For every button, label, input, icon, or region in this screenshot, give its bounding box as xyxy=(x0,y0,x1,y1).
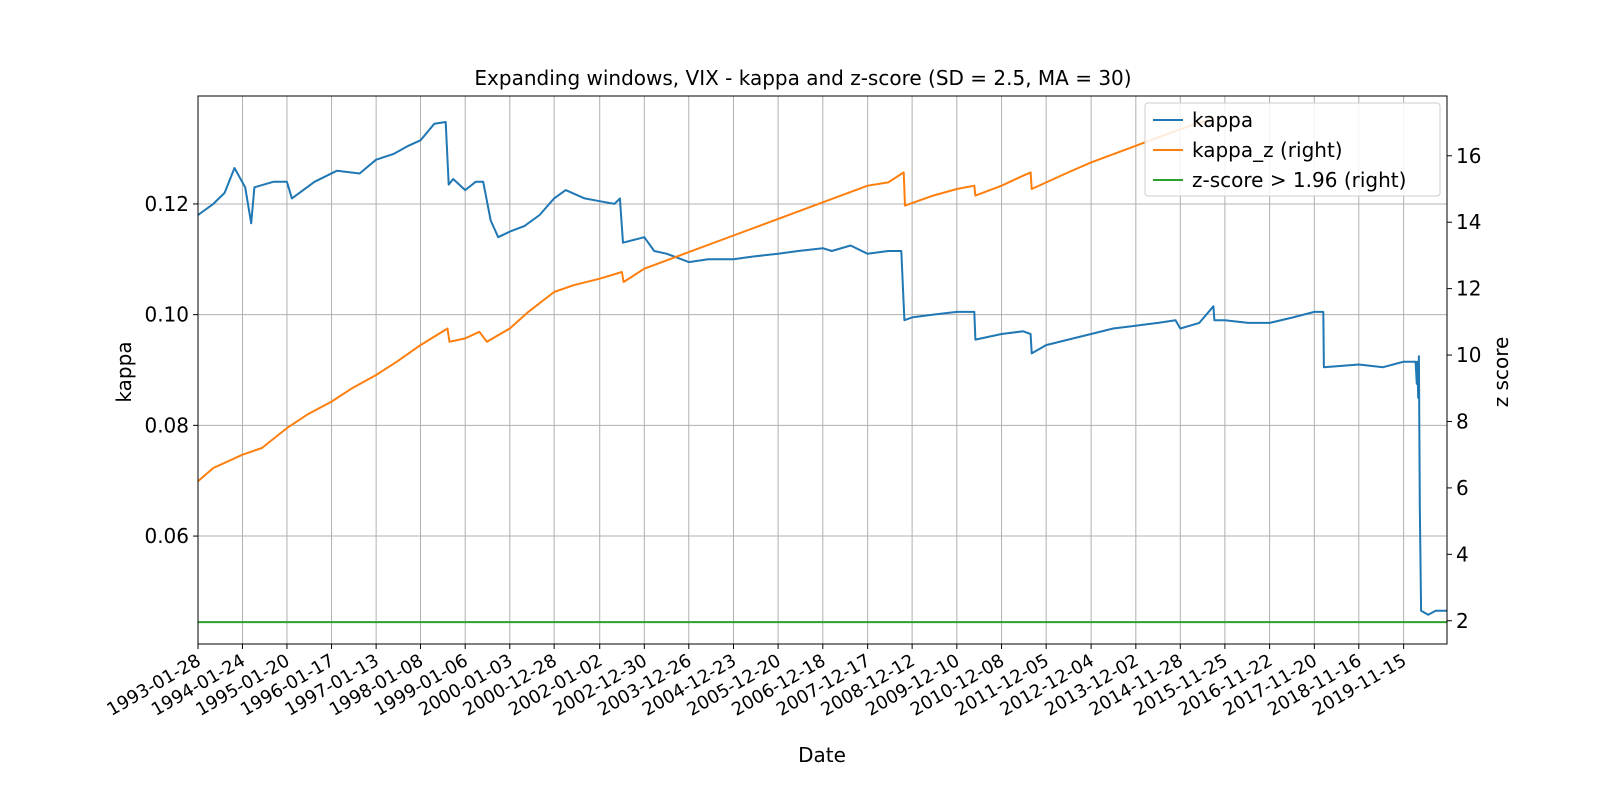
series-line-0 xyxy=(197,121,1447,616)
chart-title: Expanding windows, VIX - kappa and z-sco… xyxy=(474,66,1131,90)
x-axis-label: Date xyxy=(798,743,846,767)
y-right-tick-label: 4 xyxy=(1456,542,1469,566)
legend-label: z-score > 1.96 (right) xyxy=(1192,168,1406,192)
y-right-tick-label: 2 xyxy=(1456,609,1469,633)
y-axis-left: 0.06 0.08 0.10 0.12 xyxy=(144,192,198,548)
legend: kappa kappa_z (right) z-score > 1.96 (righ… xyxy=(1144,102,1441,197)
y-right-tick-label: 8 xyxy=(1456,409,1469,433)
legend-label: kappa_z (right) xyxy=(1192,138,1343,162)
legend-label: kappa xyxy=(1192,108,1253,132)
series-line-1 xyxy=(197,118,1214,483)
y-axis-left-label: kappa xyxy=(112,341,136,402)
y-right-tick-label: 10 xyxy=(1456,343,1481,367)
x-axis: 1993-01-281994-01-241995-01-201996-01-17… xyxy=(103,644,1410,721)
y-left-tick-label: 0.12 xyxy=(144,192,189,216)
y-left-tick-label: 0.06 xyxy=(144,524,189,548)
y-right-tick-label: 16 xyxy=(1456,144,1481,168)
y-left-tick-label: 0.08 xyxy=(144,413,189,437)
y-left-tick-label: 0.10 xyxy=(144,303,189,327)
legend-box xyxy=(1144,102,1441,197)
y-axis-right: 2 4 6 8 10 12 14 16 xyxy=(1447,144,1481,633)
y-axis-right-label: z score xyxy=(1489,337,1513,408)
plot-area xyxy=(197,118,1447,624)
y-right-tick-label: 12 xyxy=(1456,277,1481,301)
y-right-tick-label: 6 xyxy=(1456,476,1469,500)
y-right-tick-label: 14 xyxy=(1456,210,1481,234)
grid-lines xyxy=(197,96,1447,644)
